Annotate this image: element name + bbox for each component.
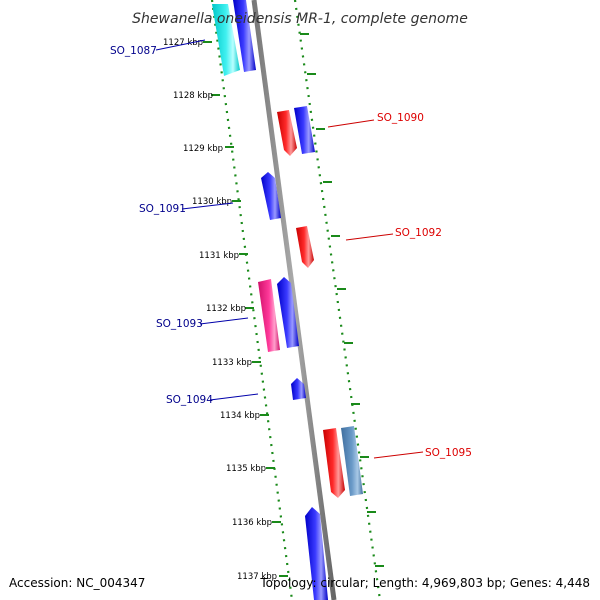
left-dotted-track (210, 0, 294, 600)
gene-feature-red[interactable] (323, 428, 345, 498)
gene-feature-magenta[interactable] (258, 279, 280, 352)
gene-feature-blue[interactable] (261, 172, 281, 220)
gene-feature-blue[interactable] (294, 106, 315, 154)
tick-label: 1137 kbp (237, 572, 277, 582)
tick-label: 1129 kbp (183, 144, 223, 154)
right-tick-marks (300, 33, 384, 567)
gene-feature-blue[interactable] (291, 378, 306, 400)
gene-features (212, 0, 363, 600)
gene-labels: SO_1087 SO_1090 SO_1091 SO_1092 SO_1093 … (110, 45, 472, 459)
tick-label: 1127 kbp (163, 38, 203, 48)
genome-title: Shewanella oneidensis MR-1, complete gen… (132, 11, 468, 27)
tick-label: 1134 kbp (220, 411, 260, 421)
tick-label: 1132 kbp (206, 304, 246, 314)
genome-summary: Topology: circular; Length: 4,969,803 bp… (259, 576, 590, 590)
gene-feature-steel[interactable] (341, 426, 363, 496)
gene-feature-blue[interactable] (233, 0, 256, 72)
genome-backbone (251, 0, 337, 600)
tick-label: 1131 kbp (199, 251, 239, 261)
kbp-tick-labels: 1127 kbp 1128 kbp 1129 kbp 1130 kbp 1131… (163, 38, 277, 582)
tick-label: 1128 kbp (173, 91, 213, 101)
gene-feature-blue[interactable] (305, 507, 328, 600)
gene-label-so-1090[interactable]: SO_1090 (377, 112, 424, 124)
left-tick-marks (203, 41, 288, 577)
gene-label-so-1093[interactable]: SO_1093 (156, 318, 203, 330)
gene-label-so-1092[interactable]: SO_1092 (395, 227, 442, 239)
label-connectors (155, 39, 424, 459)
gene-feature-red[interactable] (277, 110, 297, 156)
gene-feature-cyan[interactable] (212, 4, 240, 76)
tick-label: 1133 kbp (212, 358, 252, 368)
tick-label: 1136 kbp (232, 518, 272, 528)
gene-feature-red[interactable] (296, 226, 314, 268)
gene-label-so-1094[interactable]: SO_1094 (166, 394, 213, 406)
gene-label-so-1091[interactable]: SO_1091 (139, 203, 186, 215)
gene-label-so-1087[interactable]: SO_1087 (110, 45, 157, 57)
tick-label: 1130 kbp (192, 197, 232, 207)
gene-label-so-1095[interactable]: SO_1095 (425, 447, 472, 459)
accession-label: Accession: NC_004347 (9, 576, 145, 590)
tick-label: 1135 kbp (226, 464, 266, 474)
right-dotted-track (293, 0, 382, 600)
gene-feature-blue[interactable] (277, 277, 299, 348)
